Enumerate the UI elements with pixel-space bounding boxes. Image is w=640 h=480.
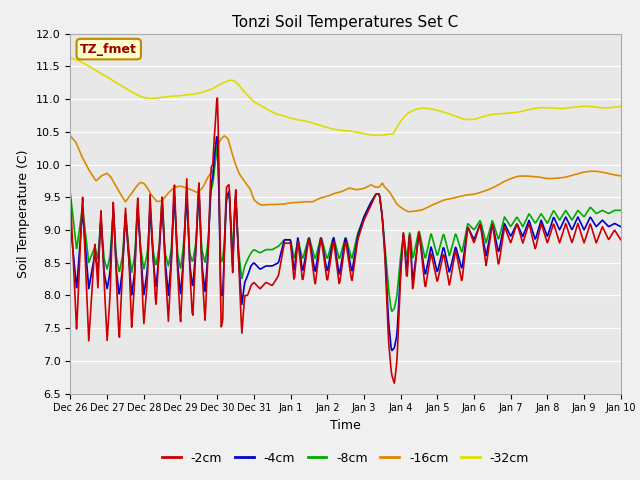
Legend: -2cm, -4cm, -8cm, -16cm, -32cm: -2cm, -4cm, -8cm, -16cm, -32cm <box>157 447 534 469</box>
Text: TZ_fmet: TZ_fmet <box>80 43 137 56</box>
X-axis label: Time: Time <box>330 419 361 432</box>
Title: Tonzi Soil Temperatures Set C: Tonzi Soil Temperatures Set C <box>232 15 459 30</box>
Y-axis label: Soil Temperature (C): Soil Temperature (C) <box>17 149 30 278</box>
